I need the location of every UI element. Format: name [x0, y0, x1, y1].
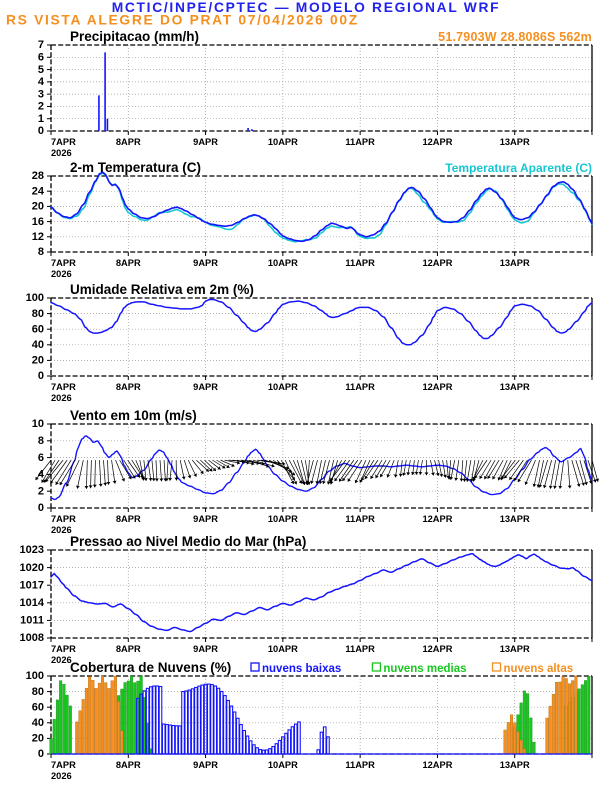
- svg-text:6: 6: [38, 452, 44, 464]
- svg-text:13APR: 13APR: [500, 760, 530, 770]
- svg-text:9APR: 9APR: [193, 137, 218, 147]
- svg-text:7APR: 7APR: [51, 382, 76, 392]
- svg-text:2026: 2026: [51, 771, 72, 781]
- svg-text:10APR: 10APR: [268, 382, 298, 392]
- svg-text:12APR: 12APR: [422, 760, 452, 770]
- svg-text:8APR: 8APR: [116, 382, 141, 392]
- svg-text:1014: 1014: [20, 597, 45, 609]
- svg-text:1011: 1011: [20, 615, 44, 627]
- svg-text:13APR: 13APR: [500, 137, 530, 147]
- svg-text:3: 3: [38, 88, 44, 100]
- svg-text:12APR: 12APR: [422, 137, 452, 147]
- svg-text:12: 12: [32, 231, 44, 243]
- svg-text:80: 80: [32, 308, 44, 320]
- svg-text:0: 0: [38, 748, 44, 760]
- svg-text:60: 60: [32, 323, 44, 335]
- svg-text:nuvens baixas: nuvens baixas: [262, 663, 341, 675]
- svg-text:8: 8: [38, 435, 44, 447]
- svg-text:10APR: 10APR: [268, 258, 298, 268]
- svg-text:12APR: 12APR: [422, 514, 452, 524]
- svg-text:100: 100: [26, 670, 44, 682]
- svg-text:1017: 1017: [20, 579, 44, 591]
- svg-text:60: 60: [32, 701, 44, 713]
- svg-text:2026: 2026: [51, 525, 72, 535]
- svg-text:8APR: 8APR: [116, 760, 141, 770]
- svg-text:9APR: 9APR: [193, 644, 218, 654]
- svg-text:7: 7: [38, 39, 44, 51]
- svg-text:11APR: 11APR: [345, 644, 375, 654]
- svg-text:7APR: 7APR: [51, 137, 76, 147]
- svg-text:51.7903W 28.8086S 562m: 51.7903W 28.8086S 562m: [438, 30, 592, 44]
- svg-text:24: 24: [32, 185, 45, 197]
- svg-text:0: 0: [38, 502, 44, 514]
- svg-text:11APR: 11APR: [345, 137, 375, 147]
- svg-text:10APR: 10APR: [268, 760, 298, 770]
- svg-text:13APR: 13APR: [500, 644, 530, 654]
- svg-text:11APR: 11APR: [345, 760, 375, 770]
- svg-text:12APR: 12APR: [422, 382, 452, 392]
- svg-text:6: 6: [38, 51, 44, 63]
- svg-text:100: 100: [26, 292, 44, 304]
- svg-text:8APR: 8APR: [116, 514, 141, 524]
- svg-text:80: 80: [32, 686, 44, 698]
- svg-text:2: 2: [38, 101, 44, 113]
- svg-text:2026: 2026: [51, 269, 72, 279]
- svg-text:12APR: 12APR: [422, 644, 452, 654]
- svg-text:7APR: 7APR: [51, 258, 76, 268]
- svg-text:10APR: 10APR: [268, 514, 298, 524]
- svg-text:20: 20: [32, 201, 44, 213]
- svg-text:13APR: 13APR: [500, 514, 530, 524]
- svg-text:13APR: 13APR: [500, 258, 530, 268]
- svg-text:40: 40: [32, 339, 44, 351]
- svg-text:2026: 2026: [51, 148, 72, 158]
- svg-text:12APR: 12APR: [422, 258, 452, 268]
- svg-text:20: 20: [32, 733, 44, 745]
- svg-text:1023: 1023: [20, 544, 44, 556]
- svg-text:16: 16: [32, 216, 44, 228]
- svg-text:10APR: 10APR: [268, 137, 298, 147]
- svg-text:11APR: 11APR: [345, 258, 375, 268]
- svg-text:1020: 1020: [20, 562, 44, 574]
- svg-text:1: 1: [38, 113, 44, 125]
- svg-text:Cobertura de Nuvens (%): Cobertura de Nuvens (%): [70, 660, 231, 675]
- svg-text:0: 0: [38, 370, 44, 382]
- svg-text:9APR: 9APR: [193, 258, 218, 268]
- svg-text:7APR: 7APR: [51, 644, 76, 654]
- svg-text:28: 28: [32, 170, 44, 182]
- svg-text:2026: 2026: [51, 655, 72, 665]
- svg-text:11APR: 11APR: [345, 382, 375, 392]
- svg-text:10: 10: [32, 418, 44, 430]
- svg-text:nuvens altas: nuvens altas: [504, 663, 574, 675]
- svg-text:40: 40: [32, 717, 44, 729]
- svg-text:9APR: 9APR: [193, 382, 218, 392]
- svg-text:7APR: 7APR: [51, 514, 76, 524]
- svg-text:Precipitacao (mm/h): Precipitacao (mm/h): [70, 29, 199, 44]
- svg-text:2-m Temperatura (C): 2-m Temperatura (C): [70, 160, 201, 175]
- svg-text:0: 0: [38, 125, 44, 137]
- svg-text:8APR: 8APR: [116, 258, 141, 268]
- svg-text:2026: 2026: [51, 393, 72, 403]
- svg-text:10APR: 10APR: [268, 644, 298, 654]
- svg-text:Umidade Relativa em 2m (%): Umidade Relativa em 2m (%): [70, 282, 254, 297]
- svg-text:8APR: 8APR: [116, 137, 141, 147]
- svg-text:2: 2: [38, 485, 44, 497]
- svg-text:8APR: 8APR: [116, 644, 141, 654]
- svg-text:Vento em 10m (m/s): Vento em 10m (m/s): [70, 408, 197, 423]
- svg-text:9APR: 9APR: [193, 514, 218, 524]
- svg-text:11APR: 11APR: [345, 514, 375, 524]
- svg-text:Temperatura Aparente (C): Temperatura Aparente (C): [445, 161, 592, 175]
- svg-text:9APR: 9APR: [193, 760, 218, 770]
- svg-text:1008: 1008: [20, 632, 44, 644]
- svg-text:13APR: 13APR: [500, 382, 530, 392]
- svg-text:nuvens medias: nuvens medias: [383, 663, 466, 675]
- svg-text:Pressao ao Nivel Medio do Mar: Pressao ao Nivel Medio do Mar (hPa): [70, 534, 306, 549]
- svg-text:20: 20: [32, 355, 44, 367]
- svg-text:7APR: 7APR: [51, 760, 76, 770]
- svg-text:8: 8: [38, 246, 44, 258]
- svg-text:4: 4: [38, 76, 45, 88]
- svg-text:RS VISTA ALEGRE DO PRAT 07/0: RS VISTA ALEGRE DO PRAT 07/04/2026 00Z: [6, 13, 359, 28]
- svg-text:5: 5: [38, 64, 44, 76]
